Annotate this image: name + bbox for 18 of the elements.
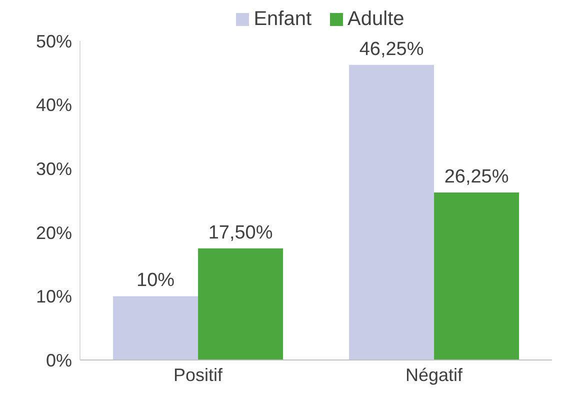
data-label: 26,25% [444, 166, 509, 188]
legend-label: Enfant [254, 8, 312, 31]
legend-label: Adulte [348, 8, 404, 31]
y-tick-label: 30% [36, 158, 72, 179]
y-tick-label: 40% [36, 95, 72, 116]
bar [349, 64, 434, 360]
x-tick-label: Positif [173, 364, 224, 385]
bar [198, 248, 284, 360]
y-tick-label: 10% [36, 286, 72, 307]
data-label: 17,50% [208, 222, 273, 244]
x-tick-label: Négatif [405, 364, 464, 385]
data-label: 46,25% [359, 38, 424, 60]
y-tick-label: 0% [46, 350, 72, 370]
bar [434, 192, 520, 360]
y-tick-label: 20% [36, 222, 72, 243]
bar [113, 296, 198, 360]
y-tick-label: 50% [36, 31, 72, 52]
data-label: 10% [136, 270, 175, 292]
